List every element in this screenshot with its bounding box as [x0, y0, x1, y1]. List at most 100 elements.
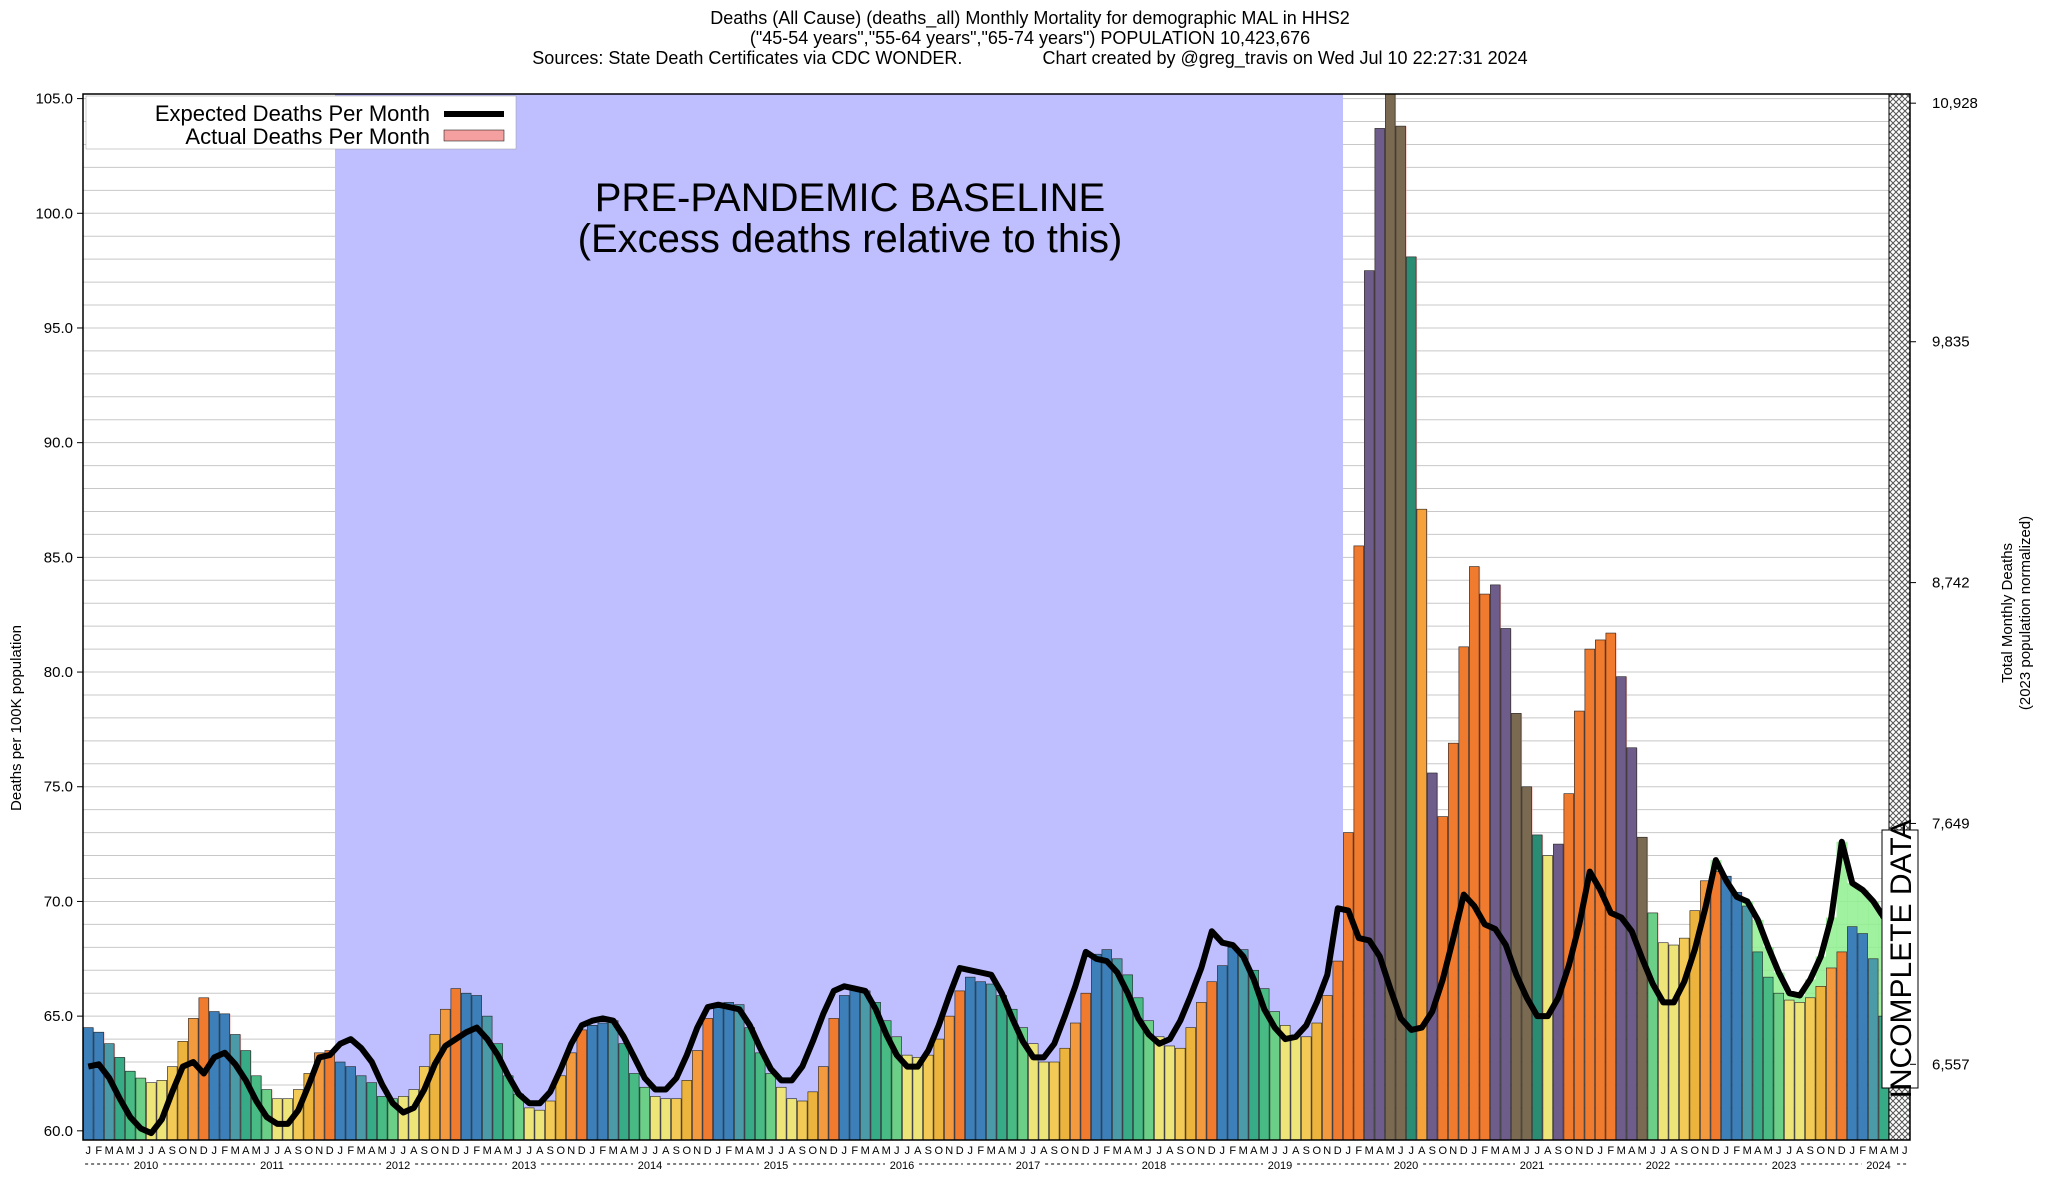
month-label: A	[1670, 1145, 1678, 1157]
month-label: N	[1449, 1145, 1457, 1157]
baseline-label-line-1: PRE-PANDEMIC BASELINE	[595, 176, 1106, 220]
month-label: M	[378, 1145, 387, 1157]
bar-2014-9	[671, 1098, 682, 1141]
month-label: A	[536, 1145, 544, 1157]
month-label: O	[556, 1145, 565, 1157]
year-label-bg	[1515, 1158, 1549, 1171]
bar-2011-2	[219, 1013, 230, 1141]
month-label: S	[1429, 1145, 1436, 1157]
month-label: J	[1157, 1145, 1163, 1157]
bar-2019-1	[1217, 965, 1228, 1141]
month-label: A	[1124, 1145, 1132, 1157]
month-label: M	[609, 1145, 618, 1157]
month-label: S	[673, 1145, 680, 1157]
y2-axis-label-line-1: Total Monthly Deaths	[1999, 543, 2016, 683]
y-axis-label: Deaths per 100K population	[8, 625, 25, 811]
bar-2023-1	[1721, 875, 1732, 1141]
month-label: S	[1555, 1145, 1562, 1157]
month-label: N	[1197, 1145, 1205, 1157]
month-label: J	[1272, 1145, 1278, 1157]
y-tick-label: 80.0	[44, 664, 73, 681]
month-label: S	[1807, 1145, 1814, 1157]
bar-2014-2	[597, 1022, 608, 1141]
legend: Expected Deaths Per Month Actual Deaths …	[85, 95, 517, 150]
month-label: D	[326, 1145, 334, 1157]
month-label: O	[1564, 1145, 1573, 1157]
y2-tick-label: 8,742	[1932, 575, 1970, 592]
bar-2024-3	[1868, 958, 1879, 1141]
month-label: M	[756, 1145, 765, 1157]
y-tick-label: 100.0	[35, 205, 73, 222]
bar-2019-7	[1280, 1025, 1291, 1141]
legend-expected-label: Expected Deaths Per Month	[155, 101, 430, 126]
bar-2018-10	[1185, 1027, 1196, 1141]
bar-2021-4	[1500, 628, 1511, 1141]
bar-2024-2	[1857, 933, 1868, 1141]
bar-2017-1	[965, 976, 976, 1141]
bar-2019-10	[1311, 1022, 1322, 1141]
month-label: D	[956, 1145, 964, 1157]
y2-tick-label: 7,649	[1932, 815, 1970, 832]
bar-2023-9	[1805, 997, 1816, 1141]
excess-area	[1763, 947, 1775, 978]
bar-2015-1	[713, 1006, 724, 1141]
bar-2017-12	[1080, 992, 1091, 1141]
month-label: J	[1598, 1145, 1604, 1157]
bar-2013-11	[566, 1052, 577, 1141]
y-tick-label: 85.0	[44, 549, 73, 566]
month-label: M	[1239, 1145, 1248, 1157]
month-label: A	[872, 1145, 880, 1157]
bar-2015-5	[755, 1052, 766, 1141]
month-label: A	[494, 1145, 502, 1157]
bar-2015-2	[723, 1002, 734, 1141]
month-label: J	[516, 1145, 522, 1157]
month-label: F	[599, 1145, 606, 1157]
legend-actual-label: Actual Deaths Per Month	[185, 124, 430, 149]
month-label: S	[1177, 1145, 1184, 1157]
year-label: 2018	[1142, 1160, 1166, 1172]
month-label: J	[768, 1145, 774, 1157]
month-label: O	[934, 1145, 943, 1157]
month-label: A	[1628, 1145, 1636, 1157]
bar-2017-3	[986, 983, 997, 1141]
bar-2014-10	[681, 1080, 692, 1141]
month-label: J	[1220, 1145, 1226, 1157]
bar-2014-7	[650, 1096, 661, 1141]
bar-2015-12	[828, 1018, 839, 1141]
month-label: D	[452, 1145, 460, 1157]
month-label: A	[1502, 1145, 1510, 1157]
bar-2017-11	[1070, 1022, 1081, 1141]
month-label: N	[1827, 1145, 1835, 1157]
bar-2019-11	[1322, 995, 1333, 1141]
bar-2023-7	[1784, 999, 1795, 1141]
expected-deaths-line	[87, 838, 1887, 1137]
bar-2023-12	[1836, 951, 1847, 1141]
bar-2018-12	[1206, 981, 1217, 1141]
month-label: N	[567, 1145, 575, 1157]
bar-2020-8	[1416, 508, 1427, 1141]
bar-2018-3	[1112, 958, 1123, 1141]
y-axis-right: 6,557 7,649 8,742 9,835 10,928	[1910, 95, 1978, 1073]
bar-2022-7	[1658, 942, 1669, 1141]
month-label: M	[1386, 1145, 1395, 1157]
bar-2013-2	[471, 995, 482, 1141]
year-label: 2012	[386, 1160, 410, 1172]
month-label: F	[851, 1145, 858, 1157]
month-label: J	[1346, 1145, 1352, 1157]
year-label: 2011	[260, 1160, 284, 1172]
month-label: M	[483, 1145, 492, 1157]
bar-2016-12	[954, 990, 965, 1141]
month-label: M	[1491, 1145, 1500, 1157]
bar-2010-10	[177, 1041, 188, 1141]
month-label: J	[464, 1145, 470, 1157]
year-label-bg	[1137, 1158, 1171, 1171]
bar-2018-2	[1101, 949, 1112, 1141]
bar-2017-4	[996, 995, 1007, 1141]
y-tick-label: 65.0	[44, 1008, 73, 1025]
year-label: 2013	[512, 1160, 536, 1172]
month-label: M	[630, 1145, 639, 1157]
bar-2013-10	[555, 1075, 566, 1141]
bar-2018-11	[1196, 1002, 1207, 1141]
month-label: J	[590, 1145, 596, 1157]
